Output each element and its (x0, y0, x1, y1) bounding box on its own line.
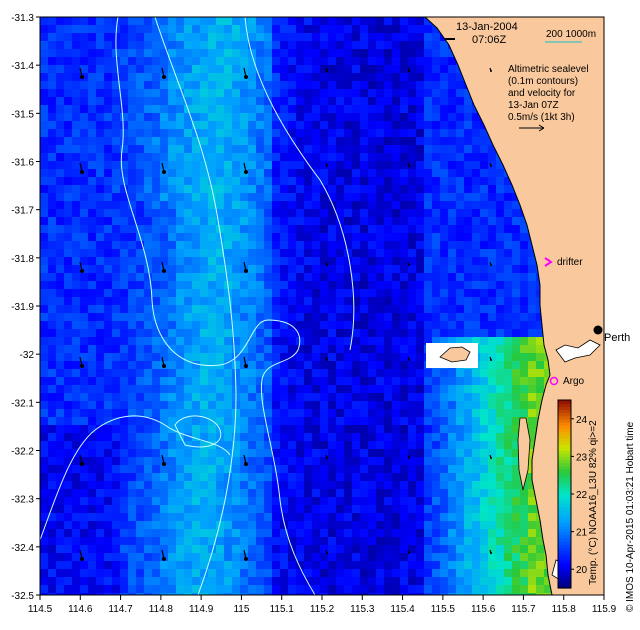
drifter-label: drifter (557, 257, 583, 268)
colorbar-tick-label: 24 (576, 415, 588, 426)
y-tick-label: -31.9 (11, 302, 34, 313)
map-date: 13-Jan-2004 (456, 21, 518, 33)
y-tick-label: -31.7 (11, 206, 34, 217)
y-tick-label: -31.6 (11, 158, 34, 169)
perth-marker-icon (593, 325, 603, 335)
x-tick-label: 114.5 (28, 604, 53, 615)
isobath-200m (154, 17, 237, 595)
x-tick-label: 115.7 (511, 604, 536, 615)
x-axis: 114.5 114.6 114.7 114.8 114.9 115 115.1 115.2 11… (28, 595, 617, 615)
x-tick-label: 115.8 (552, 604, 577, 615)
annotation-line-3: and velocity for (508, 88, 576, 99)
drifter-marker-icon (544, 257, 553, 267)
colorbar-gradient (558, 400, 571, 589)
annotation-line-1: Altimetric sealevel (508, 64, 589, 75)
colorbar: 20 21 22 23 24 Temp. (°C) NOAA16_L3U 82% qi>… (557, 399, 599, 589)
sealevel-contour-a (40, 415, 231, 541)
y-tick-label: -32.3 (11, 495, 34, 506)
sealevel-contour-b (174, 415, 222, 448)
y-tick-label: -32.2 (11, 447, 34, 458)
colorbar-tick-label: 23 (576, 452, 588, 463)
x-tick-label: 115.9 (592, 604, 617, 615)
x-tick-label: 114.8 (149, 604, 174, 615)
swan-river (555, 339, 601, 363)
colorbar-tick-label: 20 (576, 565, 588, 576)
argo-marker-icon (549, 376, 559, 386)
x-tick-label: 115.5 (431, 604, 456, 615)
argo-label: Argo (563, 376, 585, 387)
x-tick-label: 115.2 (310, 604, 335, 615)
y-tick-label: -32.5 (11, 591, 34, 602)
annotation-line-2: (0.1m contours) (508, 76, 578, 87)
sealevel-contour-c (244, 17, 355, 351)
sst-field (40, 17, 604, 595)
y-tick-label: -32.1 (11, 398, 34, 409)
sealevel-annotation: Altimetric sealevel (0.1m contours) and … (508, 64, 589, 132)
y-tick-label: -31.5 (11, 109, 34, 120)
x-tick-label: 115.4 (390, 604, 415, 615)
x-tick-label: 114.9 (189, 604, 214, 615)
x-tick-label: 115.3 (350, 604, 375, 615)
annotation-line-4: 13-Jan 07Z (508, 100, 559, 111)
isobath-1000m (115, 17, 316, 595)
y-tick-label: -31.4 (11, 61, 34, 72)
x-tick-label: 114.7 (108, 604, 133, 615)
colorbar-title: Temp. (°C) NOAA16_L3U 82% qi>=2 (588, 420, 599, 585)
y-tick-label: -32.4 (11, 543, 34, 554)
scale-arrowhead-icon (538, 124, 545, 132)
colorbar-tick-label: 21 (576, 528, 588, 539)
x-tick-label: 114.6 (68, 604, 93, 615)
depth-legend-label: 200 1000m (546, 29, 596, 40)
velocity-vectors (79, 67, 492, 561)
perth-label: Perth (604, 332, 630, 344)
y-tick-label: -31.8 (11, 254, 34, 265)
annotation-line-5: 0.5m/s (1kt 3h) (508, 112, 575, 123)
colorbar-ticks: 20 21 22 23 24 (571, 415, 588, 576)
y-tick-label: -31.3 (11, 13, 34, 24)
colorbar-tick-label: 22 (576, 490, 588, 501)
map-time: 07:06Z (472, 34, 507, 46)
credit-text: © IMOS 10-Apr-2015 01:03:21 Hobart time (625, 421, 636, 612)
x-tick-label: 115.1 (270, 604, 295, 615)
x-tick-label: 115.6 (471, 604, 496, 615)
y-axis: -31.3 -31.4 -31.5 -31.6 -31.7 -31.8 -31.9 -32 -3… (11, 13, 40, 602)
rottnest-island-land (439, 346, 471, 363)
depth-contours (40, 17, 355, 595)
y-tick-label: -32 (20, 350, 35, 361)
x-tick-label: 115 (233, 604, 249, 615)
garden-island (517, 417, 531, 491)
